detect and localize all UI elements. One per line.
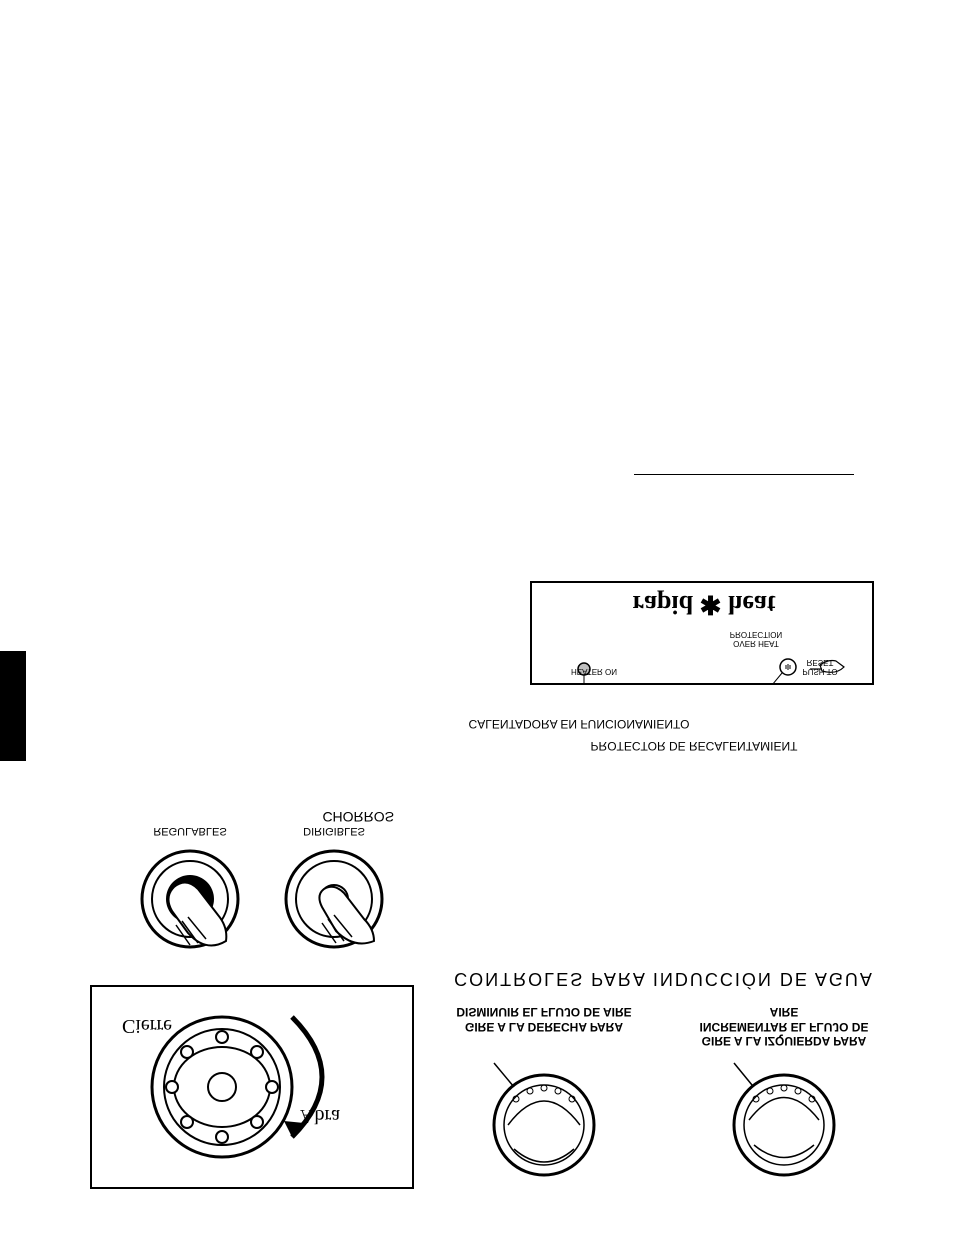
jet-directional-label: DIRIGIBLES	[274, 825, 394, 837]
page-tab	[0, 651, 26, 761]
induction-right: GIRE A LA DERECHA PARA DISMINUIR EL FLUJ…	[444, 1005, 644, 1185]
page-rotated: Abra Cierre GIRE A LA IZQUIERDA PARA INC…	[0, 0, 954, 1235]
protector-callout: PROTECTOR DE RECALENTAMIENT	[534, 739, 854, 753]
jets-row: DIRIGIBLES REGULABLES	[94, 839, 394, 959]
drain-close-label: Cierre	[122, 1014, 172, 1037]
jet-adjustable-svg	[130, 839, 250, 959]
jets-heading: CHORROS	[322, 809, 394, 825]
induction-dial-right-svg	[444, 1055, 644, 1185]
drain-diagram-box: Abra Cierre	[90, 985, 414, 1189]
induction-title: CONTROLES PARA INDUCCIÓN DE AGUA	[444, 968, 884, 989]
heater-on-text: HEATER ON	[564, 666, 624, 675]
footer-rule	[634, 474, 854, 475]
calentadora-callout: CALENTADORA EN FUNCIONAMIENTO	[454, 717, 704, 731]
jet-adjustable-label: REGULABLES	[130, 825, 250, 837]
induction-left-caption: GIRE A LA IZQUIERDA PARA INCREMENTAR EL …	[684, 1005, 884, 1048]
over-heat-text: OVER HEAT PROTECTION	[728, 629, 784, 647]
brand-logo: rapid ✱ heat	[534, 589, 874, 619]
jet-directional: DIRIGIBLES	[274, 839, 394, 959]
drain-open-label: Abra	[300, 1104, 340, 1127]
induction-right-caption: GIRE A LA DERECHA PARA DISMINUIR EL FLUJ…	[444, 1005, 644, 1034]
push-to-reset-text: PUSH TO RESET	[792, 657, 848, 675]
jet-directional-svg	[274, 839, 394, 959]
induction-row: GIRE A LA IZQUIERDA PARA INCREMENTAR EL …	[444, 1005, 884, 1185]
induction-dial-left-svg	[684, 1055, 884, 1185]
jet-adjustable: REGULABLES	[130, 839, 250, 959]
induction-left: GIRE A LA IZQUIERDA PARA INCREMENTAR EL …	[684, 1005, 884, 1185]
